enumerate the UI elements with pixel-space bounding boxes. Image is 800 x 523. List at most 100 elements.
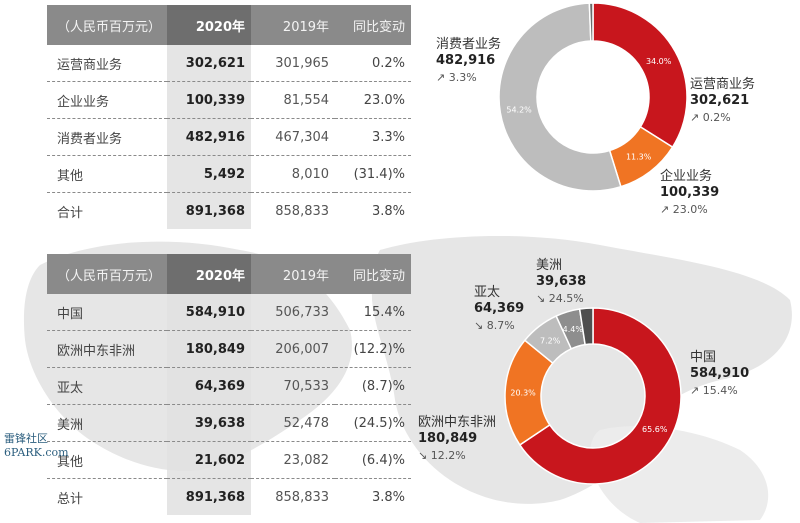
- row-label: 中国: [47, 294, 168, 331]
- value-2020: 180,849: [167, 330, 252, 368]
- slice-value-label: 584,910: [690, 366, 749, 381]
- table-row: 其他 5,492 8,010 (31.4)%: [47, 155, 412, 193]
- slice-value-label: 482,916: [436, 53, 495, 68]
- slice-name-label: 亚太: [474, 285, 500, 300]
- slice-percent-label: 54.2%: [506, 106, 532, 115]
- value-2020: 302,621: [167, 45, 252, 82]
- region-table: （人民币百万元） 2020年 2019年 同比变动 中国 584,910 506…: [47, 254, 412, 515]
- value-2020: 891,368: [167, 192, 252, 229]
- watermark: 雷锋社区 6PARK.com: [4, 432, 69, 460]
- yoy-change: (8.7)%: [335, 367, 412, 405]
- table-header-row: （人民币百万元） 2020年 2019年 同比变动: [47, 5, 412, 45]
- row-label: 运营商业务: [47, 45, 168, 82]
- slice-name-label: 欧洲中东非洲: [418, 415, 496, 430]
- row-label: 美洲: [47, 404, 168, 442]
- value-2020: 482,916: [167, 118, 252, 156]
- yoy-change: 3.3%: [335, 118, 412, 156]
- table-row: 消费者业务 482,916 467,304 3.3%: [47, 118, 412, 156]
- watermark-line2: 6PARK.com: [4, 446, 69, 459]
- value-2019: 301,965: [251, 45, 336, 82]
- row-label: 欧洲中东非洲: [47, 330, 168, 368]
- value-2019: 858,833: [275, 489, 330, 505]
- value-2020: 891,368: [167, 478, 252, 515]
- donut-slice: [578, 307, 594, 346]
- value-2020: 5,492: [167, 155, 252, 193]
- row-label: 消费者业务: [47, 118, 168, 156]
- value-2019: 467,304: [251, 118, 336, 156]
- value-2019: 8,010: [251, 155, 336, 193]
- donut-slice: [588, 2, 594, 42]
- value-2019: 52,478: [251, 404, 336, 442]
- slice-change-label: ↗ 23.0%: [660, 203, 708, 216]
- slice-change-label: ↘ 24.5%: [536, 292, 584, 305]
- yoy-change: 23.0%: [335, 81, 412, 119]
- row-label: 总计: [57, 491, 84, 507]
- value-2020: 100,339: [167, 81, 252, 119]
- value-2019: 23,082: [251, 441, 336, 479]
- yoy-change: 3.8%: [371, 203, 406, 219]
- table-row-total: 合计 891,368 858,833 3.8%: [47, 192, 411, 229]
- yoy-change: 15.4%: [335, 294, 412, 331]
- value-2019: 858,833: [275, 203, 330, 219]
- row-label: 亚太: [47, 367, 168, 405]
- slice-name-label: 中国: [690, 350, 716, 365]
- value-2019: 70,533: [251, 367, 336, 405]
- slice-change-label: ↘ 8.7%: [474, 319, 515, 332]
- header-2020: 2020年: [167, 5, 252, 45]
- value-2019: 206,007: [251, 330, 336, 368]
- slice-percent-label: 65.6%: [642, 425, 668, 434]
- value-2020: 21,602: [167, 441, 252, 479]
- header-2019: 2019年: [251, 254, 336, 294]
- header-2020: 2020年: [167, 254, 252, 294]
- donut-slice: [518, 307, 682, 485]
- row-label: 其他: [47, 155, 168, 193]
- yoy-change: (12.2)%: [335, 330, 412, 368]
- slice-name-label: 美洲: [536, 258, 562, 273]
- table-row: 亚太 64,369 70,533 (8.7)%: [47, 367, 412, 405]
- slice-value-label: 64,369: [474, 301, 524, 316]
- yoy-change: 3.8%: [371, 489, 406, 505]
- watermark-line1: 雷锋社区: [4, 432, 48, 445]
- slice-value-label: 100,339: [660, 185, 719, 200]
- slice-name-label: 消费者业务: [436, 36, 501, 52]
- row-label: 其他: [47, 441, 168, 479]
- business-segment-table: （人民币百万元） 2020年 2019年 同比变动 运营商业务 302,621 …: [47, 5, 412, 229]
- yoy-change: (6.4)%: [335, 441, 412, 479]
- yoy-change: (31.4)%: [335, 155, 412, 193]
- slice-change-label: ↘ 12.2%: [418, 449, 466, 462]
- slice-change-label: ↗ 15.4%: [690, 384, 738, 397]
- header-2019: 2019年: [251, 5, 336, 45]
- header-unit: （人民币百万元）: [47, 5, 168, 45]
- yoy-change: (24.5)%: [335, 404, 412, 442]
- value-2019: 506,733: [251, 294, 336, 331]
- value-2020: 584,910: [167, 294, 252, 331]
- slice-percent-label: 20.3%: [510, 389, 536, 398]
- header-yoy-change: 同比变动: [335, 254, 412, 294]
- row-label: 企业业务: [47, 81, 168, 119]
- slice-percent-label: 4.4%: [563, 325, 584, 334]
- slice-value-label: 39,638: [536, 274, 586, 289]
- table-row: 中国 584,910 506,733 15.4%: [47, 294, 412, 331]
- table-row: 企业业务 100,339 81,554 23.0%: [47, 81, 412, 119]
- table-row: 运营商业务 302,621 301,965 0.2%: [47, 45, 412, 82]
- donut-slice: [592, 2, 688, 149]
- slice-value-label: 302,621: [690, 93, 749, 108]
- table-row: 美洲 39,638 52,478 (24.5)%: [47, 404, 412, 442]
- slice-percent-label: 34.0%: [646, 57, 672, 66]
- header-yoy-change: 同比变动: [335, 5, 412, 45]
- table-row: 其他 21,602 23,082 (6.4)%: [47, 441, 412, 479]
- value-2019: 81,554: [251, 81, 336, 119]
- slice-change-label: ↗ 3.3%: [436, 71, 477, 84]
- slice-percent-label: 11.3%: [626, 152, 652, 161]
- yoy-change: 0.2%: [335, 45, 412, 82]
- table-row-total: 总计 891,368 858,833 3.8%: [47, 478, 411, 515]
- slice-value-label: 180,849: [418, 431, 477, 446]
- table-row: 欧洲中东非洲 180,849 206,007 (12.2)%: [47, 330, 412, 368]
- value-2020: 39,638: [167, 404, 252, 442]
- donut-slice: [498, 2, 622, 192]
- slice-name-label: 企业业务: [660, 168, 712, 184]
- row-label: 合计: [57, 205, 84, 221]
- slice-percent-label: 7.2%: [540, 337, 561, 346]
